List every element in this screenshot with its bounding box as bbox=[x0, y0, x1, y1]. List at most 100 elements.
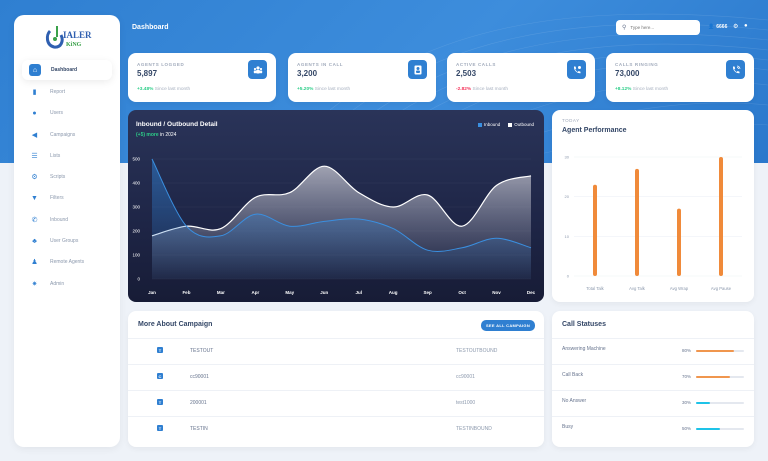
sidebar-item-user-groups[interactable]: ♣ User Groups bbox=[22, 230, 112, 251]
chart-legend: Inbound Outbound bbox=[477, 122, 534, 127]
search-box[interactable]: ⚲ bbox=[616, 20, 700, 35]
user-account-link[interactable]: 👤 6666 bbox=[708, 24, 727, 30]
svg-text:Jul: Jul bbox=[355, 290, 362, 295]
search-input[interactable] bbox=[630, 25, 691, 30]
table-row[interactable]: T TESTIN TESTINBOUND bbox=[128, 416, 544, 442]
table-row[interactable]: C cc90001 cc90001 bbox=[128, 364, 544, 390]
sidebar-item-inbound[interactable]: ✆ Inbound bbox=[22, 209, 112, 230]
svg-text:30: 30 bbox=[565, 155, 570, 160]
brand-logo[interactable]: IALER KiNG bbox=[44, 23, 94, 53]
svg-text:Aug: Aug bbox=[389, 290, 398, 295]
svg-text:300: 300 bbox=[132, 205, 140, 210]
status-percent: 30% bbox=[682, 400, 692, 405]
svg-text:Jun: Jun bbox=[320, 290, 328, 295]
svg-text:Dec: Dec bbox=[527, 290, 536, 295]
sidebar-item-users[interactable]: ● Users bbox=[22, 103, 112, 124]
svg-text:10: 10 bbox=[565, 234, 570, 239]
stat-label: AGENTS LOGGED bbox=[137, 62, 185, 67]
sidebar-item-admin[interactable]: ✷ Admin bbox=[22, 273, 112, 294]
sidebar-item-label: Campaigns bbox=[50, 131, 76, 138]
campaign-type-badge: T bbox=[157, 425, 163, 431]
megaphone-icon: ◀ bbox=[31, 131, 38, 139]
svg-text:Apr: Apr bbox=[251, 290, 259, 295]
chart-subtitle-highlight: (+5) more bbox=[136, 132, 159, 138]
card-title: More About Campaign bbox=[138, 321, 213, 328]
sidebar-item-filters[interactable]: ▼ Filters bbox=[22, 188, 112, 209]
sidebar-item-label: Lists bbox=[50, 152, 61, 159]
progress-fill bbox=[696, 428, 720, 430]
sidebar-item-report[interactable]: ▮ Report bbox=[22, 81, 112, 102]
progress-bar bbox=[696, 428, 744, 430]
legend-item-inbound[interactable]: Inbound bbox=[477, 122, 500, 127]
stat-value: 2,503 bbox=[456, 69, 477, 78]
filter-icon: ▼ bbox=[31, 194, 38, 202]
list-icon: ☰ bbox=[31, 152, 38, 160]
brand-name-bottom: KiNG bbox=[66, 42, 82, 48]
table-row[interactable]: T TESTOUT TESTOUTBOUND bbox=[128, 338, 544, 364]
svg-text:0: 0 bbox=[567, 274, 570, 279]
status-label: Call Back bbox=[562, 372, 584, 378]
sidebar-item-label: Scripts bbox=[50, 174, 66, 181]
stat-label: CALLS RINGING bbox=[615, 62, 659, 67]
phone-active-icon bbox=[567, 60, 586, 79]
svg-text:Feb: Feb bbox=[182, 290, 190, 295]
stat-footer: +3.48% Since last month bbox=[137, 87, 190, 92]
svg-text:0: 0 bbox=[137, 277, 140, 282]
chart-subtitle: (+5) more in 2024 bbox=[136, 132, 176, 138]
svg-text:20: 20 bbox=[565, 194, 570, 199]
campaign-id: cc90001 bbox=[190, 374, 209, 380]
legend-item-outbound[interactable]: Outbound bbox=[508, 122, 534, 127]
sidebar-item-label: Report bbox=[50, 88, 66, 95]
campaign-id: 200001 bbox=[190, 400, 207, 406]
svg-text:Jan: Jan bbox=[148, 290, 156, 295]
settings-icon: ✷ bbox=[31, 280, 38, 288]
svg-text:100: 100 bbox=[132, 253, 140, 258]
gear-icon[interactable]: ⚙ bbox=[733, 24, 739, 30]
sidebar-item-campaigns[interactable]: ◀ Campaigns bbox=[22, 124, 112, 145]
list-item: Answering Machine 80% bbox=[552, 338, 754, 364]
sidebar-item-label: Admin bbox=[50, 280, 65, 287]
svg-text:May: May bbox=[285, 290, 294, 295]
table-row[interactable]: T 200001 test1000 bbox=[128, 390, 544, 416]
bell-icon[interactable]: ● bbox=[744, 23, 748, 29]
progress-bar bbox=[696, 350, 744, 352]
sidebar-item-lists[interactable]: ☰ Lists bbox=[22, 145, 112, 166]
users-group-icon bbox=[248, 60, 267, 79]
status-label: Answering Machine bbox=[562, 346, 606, 352]
sidebar-item-label: Users bbox=[50, 110, 64, 117]
campaign-name: cc90001 bbox=[456, 374, 475, 380]
area-chart: 0 100 200 300 400 500 Jan Feb Mar Apr May Jun Jul Aug… bbox=[132, 157, 536, 296]
status-label: No Answer bbox=[562, 398, 587, 404]
stat-card-agents-in-call: AGENTS IN CALL 3,200 +5.20% Since last m… bbox=[288, 53, 436, 102]
campaign-name: TESTOUTBOUND bbox=[456, 348, 498, 354]
sidebar-item-dashboard[interactable]: ⌂ Dashboard bbox=[22, 60, 112, 80]
card-title: Call Statuses bbox=[562, 321, 606, 328]
stat-since: Since last month bbox=[632, 87, 669, 92]
progress-bar bbox=[696, 376, 744, 378]
bar-chart: 0 10 20 30 Total Talk Avg Talk Avg Wrap Avg Pau… bbox=[565, 155, 742, 291]
stat-card-agents-logged: AGENTS LOGGED 5,897 +3.48% Since last mo… bbox=[128, 53, 276, 102]
sidebar-item-scripts[interactable]: ⚙ Scripts bbox=[22, 166, 112, 187]
progress-fill bbox=[696, 376, 730, 378]
call-statuses-card: Call Statuses Answering Machine 80% Call… bbox=[552, 311, 754, 447]
progress-fill bbox=[696, 402, 711, 404]
campaign-type-badge: T bbox=[157, 347, 163, 353]
list-item: Busy 50% bbox=[552, 416, 754, 442]
sidebar-item-label: User Groups bbox=[50, 238, 79, 245]
stat-value: 73,000 bbox=[615, 69, 640, 78]
call-status-list: Answering Machine 80% Call Back 70% No A… bbox=[552, 338, 754, 442]
stat-value: 3,200 bbox=[297, 69, 318, 78]
see-all-campaign-button[interactable]: SEE ALL CAMPAIGN bbox=[481, 320, 535, 331]
svg-text:Sep: Sep bbox=[424, 290, 433, 295]
campaign-type-badge: T bbox=[157, 399, 163, 405]
sidebar-item-remote-agents[interactable]: ♟ Remote Agents bbox=[22, 252, 112, 273]
campaign-type-badge: C bbox=[157, 373, 163, 379]
stat-since: Since last month bbox=[154, 87, 191, 92]
campaign-card: More About Campaign SEE ALL CAMPAIGN T T… bbox=[128, 311, 544, 447]
sidebar-item-label: Remote Agents bbox=[50, 259, 85, 266]
inbound-outbound-chart-card: Inbound / Outbound Detail (+5) more in 2… bbox=[128, 110, 544, 302]
status-percent: 80% bbox=[682, 348, 692, 353]
sidebar-item-label: Inbound bbox=[50, 216, 69, 223]
user-icon: 👤 bbox=[708, 24, 715, 30]
svg-text:200: 200 bbox=[132, 229, 140, 234]
